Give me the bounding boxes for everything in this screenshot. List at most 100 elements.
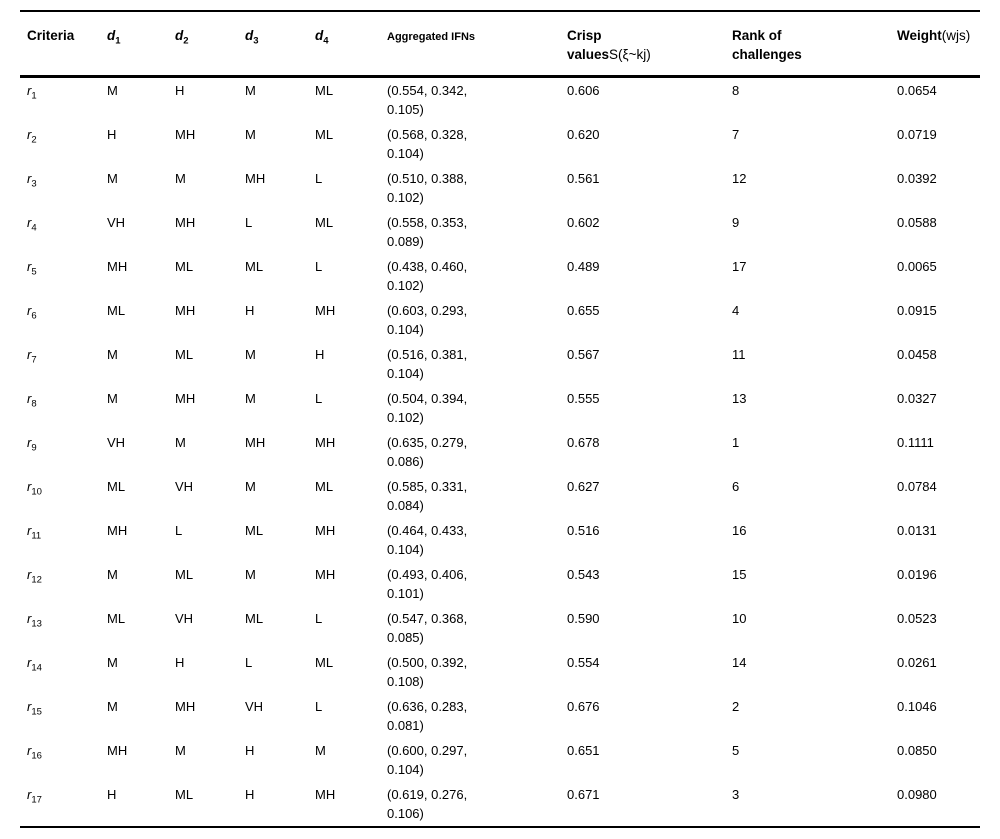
rating-cell-d2: ML [168, 342, 238, 386]
col-header-rank-line2: challenges [732, 47, 802, 62]
weight-cell-value: 0.0065 [897, 259, 937, 274]
rating-value: M [107, 171, 118, 186]
ifn-line2: 0.089) [387, 234, 424, 249]
row-label-cell: r9 [20, 430, 100, 474]
rating-cell-d1: MH [100, 738, 168, 782]
ifn-line2: 0.106) [387, 806, 424, 821]
rating-cell-d3: MH [238, 430, 308, 474]
rating-value: L [315, 171, 323, 186]
crisp-value-cell-value: 0.620 [567, 127, 600, 142]
rank-cell-value: 12 [732, 171, 747, 186]
col-header-d2-sub: 2 [183, 35, 189, 47]
rating-cell-d2: ML [168, 254, 238, 298]
rating-cell-d1: VH [100, 430, 168, 474]
rating-cell-d2: MH [168, 122, 238, 166]
rating-value: M [175, 171, 186, 186]
rating-cell-d3: VH [238, 694, 308, 738]
row-label-cell: r11 [20, 518, 100, 562]
rating-value: H [245, 303, 255, 318]
ifn-line1: (0.493, 0.406, [387, 567, 468, 582]
rating-value: ML [315, 215, 334, 230]
table-row: r15 M MH VH L (0.636, 0.283, 0.081) 0.676 2 0.104… [20, 694, 980, 738]
rating-cell-d2: H [168, 77, 238, 123]
rating-value: M [107, 347, 118, 362]
rating-cell-d2: M [168, 430, 238, 474]
rank-cell-value: 4 [732, 303, 740, 318]
weight-cell-value: 0.0719 [897, 127, 937, 142]
rating-value: MH [175, 391, 196, 406]
rating-cell-d4: ML [308, 210, 380, 254]
rating-cell-d3: H [238, 298, 308, 342]
rank-cell: 14 [725, 650, 890, 694]
rating-cell-d1: M [100, 166, 168, 210]
rating-value: M [107, 83, 118, 98]
weight-cell: 0.0915 [890, 298, 980, 342]
rating-value: MH [245, 171, 266, 186]
rating-cell-d1: MH [100, 518, 168, 562]
rating-value: L [315, 259, 323, 274]
rank-cell: 12 [725, 166, 890, 210]
rating-cell-d1: M [100, 694, 168, 738]
ifn-line2: 0.085) [387, 630, 424, 645]
ifn-criteria-table: Criteria d1 d2 d3 d4 Aggregated IFNs [20, 10, 980, 828]
table-row: r3 M M MH L (0.510, 0.388, 0.102) 0.561 12 0.0392 [20, 166, 980, 210]
rating-value: M [107, 655, 118, 670]
table-body: r1 M H M ML (0.554, 0.342, 0.105) 0.606 8 0.0654 r… [20, 77, 980, 828]
row-label-base: r [27, 743, 32, 758]
rating-cell-d3: M [238, 122, 308, 166]
rating-cell-d4: ML [308, 474, 380, 518]
crisp-value-cell: 0.554 [560, 650, 725, 694]
rank-cell-value: 14 [732, 655, 747, 670]
ifn-line2: 0.081) [387, 718, 424, 733]
col-header-d4: d4 [308, 11, 380, 78]
rating-value: MH [315, 523, 336, 538]
row-label-sub: 4 [31, 222, 37, 234]
row-label-sub: 9 [31, 442, 37, 454]
ifn-line2: 0.102) [387, 190, 424, 205]
col-header-aggregated-ifns: Aggregated IFNs [380, 11, 560, 78]
row-label-cell: r17 [20, 782, 100, 827]
rank-cell: 11 [725, 342, 890, 386]
ifn-line1: (0.585, 0.331, [387, 479, 468, 494]
weight-cell-value: 0.0980 [897, 787, 937, 802]
table-row: r5 MH ML ML L (0.438, 0.460, 0.102) 0.489 17 0.00… [20, 254, 980, 298]
weight-cell: 0.0327 [890, 386, 980, 430]
row-label-base: r [27, 523, 32, 538]
crisp-value-cell: 0.489 [560, 254, 725, 298]
rating-value: ML [175, 259, 194, 274]
row-label-cell: r13 [20, 606, 100, 650]
crisp-value-cell: 0.602 [560, 210, 725, 254]
ifn-line2: 0.105) [387, 102, 424, 117]
rating-value: MH [245, 435, 266, 450]
rating-cell-d2: M [168, 738, 238, 782]
ifn-line1: (0.500, 0.392, [387, 655, 468, 670]
table-row: r6 ML MH H MH (0.603, 0.293, 0.104) 0.655 4 0.091… [20, 298, 980, 342]
rating-cell-d4: MH [308, 298, 380, 342]
ifn-line2: 0.084) [387, 498, 424, 513]
row-label-cell: r10 [20, 474, 100, 518]
rating-value: ML [175, 567, 194, 582]
rating-cell-d4: L [308, 254, 380, 298]
rating-value: MH [175, 303, 196, 318]
row-label-sub: 7 [31, 354, 37, 366]
rating-cell-d1: H [100, 122, 168, 166]
rating-value: ML [315, 83, 334, 98]
weight-cell: 0.0261 [890, 650, 980, 694]
weight-cell-value: 0.0458 [897, 347, 937, 362]
rating-value: M [245, 347, 256, 362]
rank-cell: 8 [725, 77, 890, 123]
rating-cell-d3: M [238, 386, 308, 430]
rating-cell-d4: ML [308, 122, 380, 166]
row-label-sub: 12 [31, 574, 42, 586]
crisp-value-cell-value: 0.489 [567, 259, 600, 274]
rating-value: MH [107, 259, 128, 274]
rating-value: MH [175, 699, 196, 714]
crisp-value-cell: 0.671 [560, 782, 725, 827]
rating-cell-d2: MH [168, 694, 238, 738]
ifn-line2: 0.102) [387, 410, 424, 425]
rating-cell-d2: H [168, 650, 238, 694]
crisp-value-cell: 0.627 [560, 474, 725, 518]
aggregated-ifn-cell: (0.635, 0.279, 0.086) [380, 430, 560, 474]
rank-cell-value: 9 [732, 215, 740, 230]
table-row: r14 M H L ML (0.500, 0.392, 0.108) 0.554 14 0.026… [20, 650, 980, 694]
